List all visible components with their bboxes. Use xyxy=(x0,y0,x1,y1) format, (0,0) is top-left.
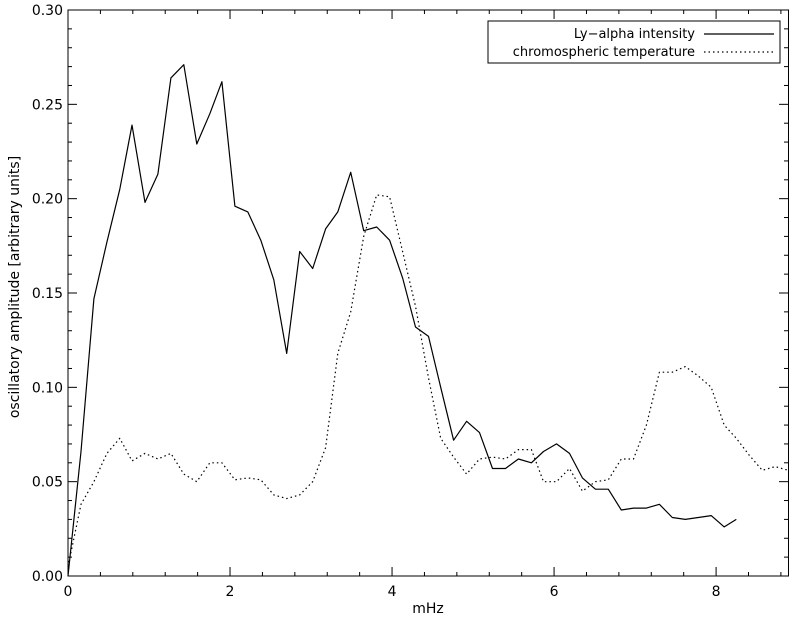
series-line-chromospheric-temperature xyxy=(67,194,789,567)
y-axis-ticks: 0.00 0.05 0.10 0.15 0.20 0.25 0.30 xyxy=(32,3,788,585)
legend-label-ly-alpha-intensity: Ly−alpha intensity xyxy=(574,27,695,42)
y-tick-label: 0.30 xyxy=(32,3,63,19)
series-line-ly-alpha-intensity xyxy=(67,64,737,577)
y-tick-label: 0.15 xyxy=(32,286,63,302)
y-tick-label: 0.00 xyxy=(32,569,63,585)
y-tick-label: 0.20 xyxy=(32,192,63,208)
x-tick-label: 0 xyxy=(64,584,73,600)
x-tick-label: 8 xyxy=(712,584,721,600)
y-tick-label: 0.05 xyxy=(32,475,63,491)
legend-box xyxy=(487,20,781,64)
x-tick-label: 6 xyxy=(550,584,559,600)
legend-label-chromospheric-temperature: chromospheric temperature xyxy=(513,45,695,60)
series-layer xyxy=(67,64,789,577)
legend: Ly−alpha intensity chromospheric tempera… xyxy=(487,20,781,64)
x-tick-label: 4 xyxy=(388,584,397,600)
x-axis-ticks: 0 2 4 6 8 xyxy=(64,10,782,600)
x-axis-label: mHz xyxy=(412,601,444,617)
y-tick-label: 0.10 xyxy=(32,380,63,396)
y-tick-label: 0.25 xyxy=(32,97,63,113)
y-axis-label: oscillatory amplitude [arbitrary units] xyxy=(7,156,23,418)
x-tick-label: 2 xyxy=(226,584,235,600)
